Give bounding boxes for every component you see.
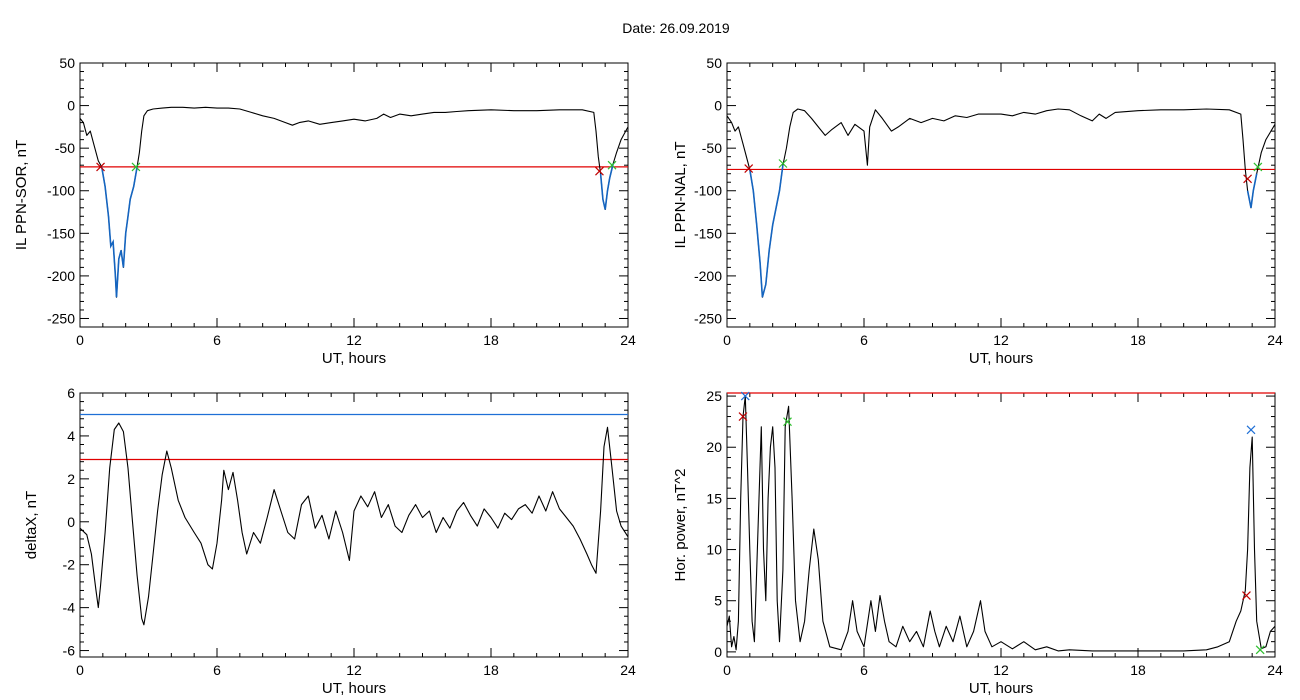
- y-axis-label: IL PPN-SOR, nT: [13, 140, 30, 250]
- y-tick-label: -6: [63, 643, 76, 659]
- x-tick-label: 12: [346, 662, 362, 678]
- y-tick-label: -100: [47, 183, 75, 199]
- plot-frame: [726, 62, 1276, 328]
- series-line: [79, 422, 629, 626]
- y-tick-label: 0: [67, 514, 75, 530]
- marker-green: [607, 160, 617, 170]
- x-axis-label: UT, hours: [969, 680, 1033, 697]
- x-tick-label: 18: [1130, 662, 1146, 678]
- y-tick-label: -250: [694, 310, 722, 326]
- y-tick-label: -100: [694, 183, 722, 199]
- y-tick-label: 50: [706, 55, 722, 71]
- figure-title: Date: 26.09.2019: [622, 20, 730, 36]
- plot-frame: [79, 392, 629, 658]
- y-tick-label: -50: [702, 140, 722, 156]
- x-tick-label: 18: [1130, 332, 1146, 348]
- marker-green: [131, 162, 141, 172]
- marker-green: [1255, 645, 1265, 655]
- marker-green: [783, 417, 792, 427]
- marker-red: [738, 412, 748, 421]
- x-tick-label: 24: [1267, 332, 1283, 348]
- plot-frame: [726, 392, 1276, 658]
- y-tick-label: -2: [63, 557, 76, 573]
- y-tick-label: -250: [47, 310, 75, 326]
- y-tick-label: -50: [55, 140, 75, 156]
- x-tick-label: 0: [723, 662, 731, 678]
- highlight-segment: [100, 166, 138, 298]
- series-line: [726, 395, 1276, 652]
- x-tick-label: 6: [860, 332, 868, 348]
- y-tick-label: 0: [714, 98, 722, 114]
- x-tick-label: 12: [993, 662, 1009, 678]
- y-tick-label: 50: [59, 55, 75, 71]
- y-axis-label: deltaX, nT: [23, 491, 40, 559]
- y-tick-label: -4: [63, 600, 76, 616]
- x-tick-label: 18: [483, 332, 499, 348]
- x-tick-label: 6: [860, 662, 868, 678]
- marker-red: [96, 162, 105, 172]
- marker-red: [1243, 174, 1253, 184]
- x-axis-label: UT, hours: [322, 350, 386, 367]
- series-line: [726, 108, 1276, 298]
- plot-frame: [79, 62, 629, 328]
- x-tick-label: 12: [993, 332, 1009, 348]
- y-tick-label: 4: [67, 428, 75, 444]
- marker-red: [595, 166, 604, 176]
- panel-deltax: 0 6 12 18 24 6 4 2 0 -2 -4 -6 UT, hours deltaX, nT: [23, 385, 636, 697]
- x-tick-label: 0: [76, 332, 84, 348]
- x-tick-label: 12: [346, 332, 362, 348]
- y-tick-label: -200: [694, 268, 722, 284]
- x-tick-label: 6: [213, 662, 221, 678]
- x-axis-label: UT, hours: [322, 680, 386, 697]
- y-tick-label: 10: [706, 542, 722, 558]
- x-tick-label: 6: [213, 332, 221, 348]
- y-tick-label: 2: [67, 471, 75, 487]
- y-tick-label: 5: [714, 593, 722, 609]
- x-tick-label: 24: [620, 662, 636, 678]
- highlight-segment: [599, 163, 614, 210]
- y-tick-label: 6: [67, 385, 75, 401]
- y-axis-label: Hor. power, nT^2: [672, 469, 689, 582]
- y-tick-label: -200: [47, 268, 75, 284]
- panel-hor-power: 0 6 12 18 24 25 20 15 10 5 0 UT, hours Hor. power, n…: [672, 388, 1283, 697]
- y-axis-label: IL PPN-NAL, nT: [672, 142, 689, 249]
- highlight-segment: [749, 165, 784, 298]
- marker-green: [1253, 162, 1263, 172]
- y-tick-label: -150: [47, 225, 75, 241]
- highlight-segment: [1246, 173, 1258, 208]
- y-tick-label: 0: [714, 644, 722, 660]
- x-tick-label: 24: [1267, 662, 1283, 678]
- marker-blue: [740, 391, 750, 401]
- x-axis-label: UT, hours: [969, 350, 1033, 367]
- y-tick-label: 0: [67, 98, 75, 114]
- y-tick-label: 20: [706, 439, 722, 455]
- marker-blue: [1246, 425, 1256, 435]
- y-tick-label: 25: [706, 388, 722, 404]
- panel-il-ppn-nal: 0 6 12 18 24 50 0 -50 -100 -150 -200 -250 UT, hours I…: [672, 55, 1283, 367]
- series-line: [79, 106, 629, 298]
- x-tick-label: 18: [483, 662, 499, 678]
- x-tick-label: 0: [76, 662, 84, 678]
- y-tick-label: 15: [706, 490, 722, 506]
- y-tick-label: -150: [694, 225, 722, 241]
- marker-red: [744, 164, 754, 174]
- x-tick-label: 0: [723, 332, 731, 348]
- marker-green: [778, 159, 788, 168]
- marker-red: [1242, 591, 1251, 601]
- x-tick-label: 24: [620, 332, 636, 348]
- panel-il-ppn-sor: 0 6 12 18 24 50 0 -50 -100 -150 -200 -250 UT, hours I…: [13, 55, 636, 367]
